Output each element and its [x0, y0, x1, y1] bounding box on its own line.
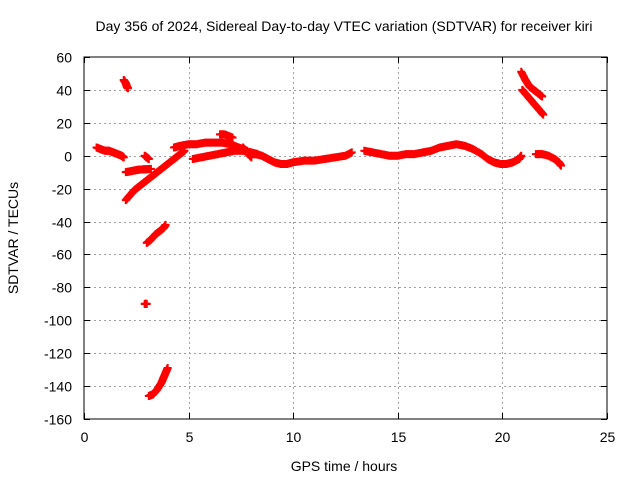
y-tick-label: -40: [52, 215, 72, 231]
y-tick-label: -80: [52, 280, 72, 296]
data-series: [121, 164, 155, 177]
x-tick-label: 25: [600, 429, 616, 445]
y-tick-label: 0: [64, 149, 72, 165]
x-tick-label: 20: [495, 429, 511, 445]
data-point: [228, 133, 237, 142]
x-tick-label: 10: [286, 429, 302, 445]
ticks: [84, 57, 608, 420]
x-tick-label: 0: [81, 429, 89, 445]
data-series: [531, 150, 565, 170]
data-series: [477, 150, 526, 168]
data-point: [539, 110, 548, 119]
data-series: [418, 140, 486, 159]
data-point: [142, 299, 151, 308]
y-tick-label: 40: [56, 83, 72, 99]
plot-frame: [83, 56, 608, 420]
data-series: [518, 85, 548, 119]
y-axis-label: SDTVAR / TECUs: [5, 182, 21, 294]
tick-labels: 0 5 10 15 20 25 -160 -140 -120 -100 -80 -60 -40 -20 0 2…: [44, 50, 616, 446]
y-tick-label: -100: [44, 313, 72, 329]
data-series: [142, 220, 170, 247]
data-point: [144, 155, 153, 164]
chart-title: Day 356 of 2024, Sidereal Day-to-day VTE…: [96, 18, 593, 34]
y-tick-label: -140: [44, 379, 72, 395]
x-tick-label: 15: [391, 429, 407, 445]
data-point: [247, 153, 256, 162]
x-tick-label: 5: [186, 429, 194, 445]
y-tick-label: -160: [44, 412, 72, 428]
data-point: [146, 164, 155, 173]
data-series: [144, 363, 172, 400]
data-point: [161, 220, 170, 229]
data-point: [123, 84, 132, 93]
data-point: [538, 92, 547, 101]
data-points: [92, 67, 565, 400]
data-point: [556, 161, 565, 170]
data-series: [215, 130, 237, 142]
data-series: [517, 67, 547, 101]
data-point: [119, 153, 128, 162]
data-series: [251, 148, 356, 168]
data-series: [360, 146, 427, 160]
data-point: [517, 151, 526, 160]
data-series: [92, 143, 128, 162]
y-tick-label: 20: [56, 116, 72, 132]
data-series: [140, 299, 151, 308]
data-point: [163, 363, 172, 372]
y-tick-label: -20: [52, 182, 72, 198]
y-tick-label: -60: [52, 247, 72, 263]
grid: [84, 57, 607, 419]
data-series: [119, 76, 132, 93]
data-point: [347, 148, 356, 157]
data-series: [140, 151, 153, 164]
data-series: [238, 143, 256, 162]
x-axis-label: GPS time / hours: [291, 458, 398, 474]
y-tick-label: 60: [56, 50, 72, 66]
y-tick-label: -120: [44, 346, 72, 362]
data-series: [121, 146, 189, 205]
